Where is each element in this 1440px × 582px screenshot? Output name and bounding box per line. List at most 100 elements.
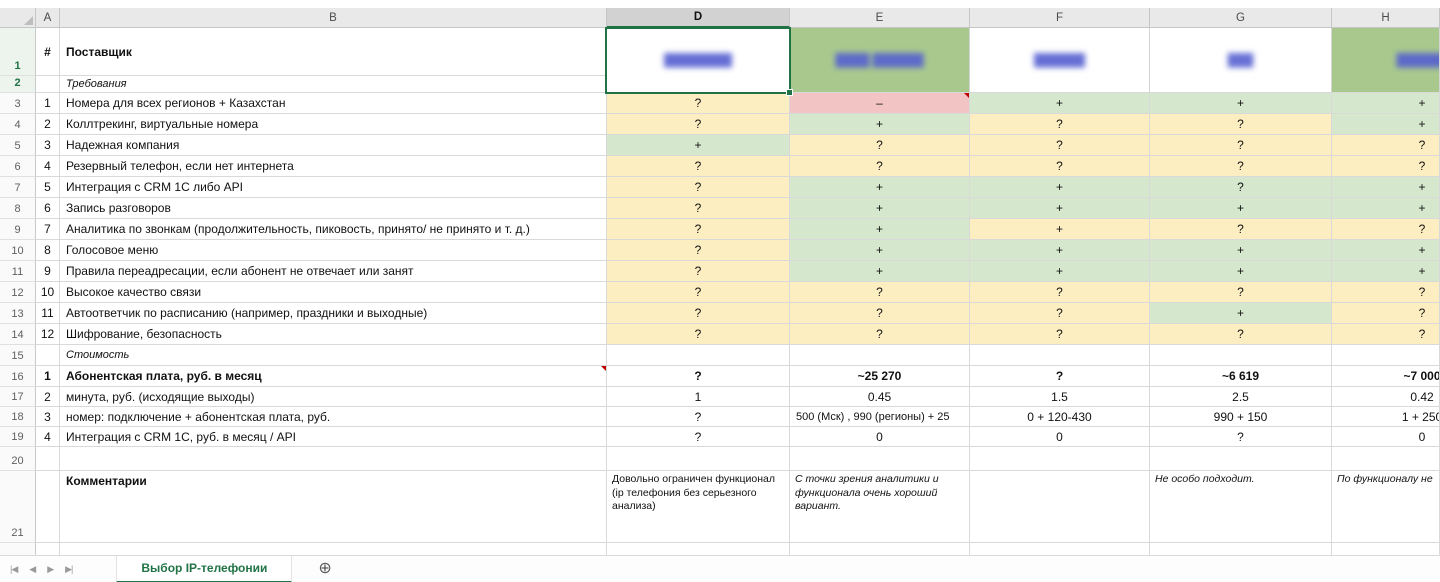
cell-G13[interactable]: + [1150, 303, 1332, 324]
cell-A1[interactable]: # [36, 28, 60, 76]
cell-B2[interactable]: Требования [60, 76, 607, 93]
cell-A5[interactable]: 3 [36, 135, 60, 156]
cell-F16[interactable]: ? [970, 366, 1150, 387]
last-sheet-icon[interactable]: ▶| [65, 563, 73, 574]
cell-B11[interactable]: Правила переадресации, если абонент не о… [60, 261, 607, 282]
provider-link[interactable]: ███ [1227, 53, 1254, 67]
cell-G6[interactable]: ? [1150, 156, 1332, 177]
column-header-D[interactable]: D [607, 8, 790, 28]
cell-E20[interactable] [790, 447, 970, 471]
cell-H21[interactable]: По функционалу не [1332, 471, 1440, 543]
cell-E12[interactable]: ? [790, 282, 970, 303]
cell-A14[interactable]: 12 [36, 324, 60, 345]
cell-H15[interactable] [1332, 345, 1440, 366]
cell-H19[interactable]: 0 [1332, 427, 1440, 447]
cell-B17[interactable]: минута, руб. (исходящие выходы) [60, 387, 607, 407]
row-header-20[interactable]: 20 [0, 447, 36, 471]
cell-D12[interactable]: ? [607, 282, 790, 303]
row-header-16[interactable]: 16 [0, 366, 36, 387]
provider-link[interactable]: ████████ [663, 53, 732, 67]
cell-E18[interactable]: 500 (Мск) , 990 (регионы) + 25 [790, 407, 970, 427]
row-header-6[interactable]: 6 [0, 156, 36, 177]
cell-B12[interactable]: Высокое качество связи [60, 282, 607, 303]
cell-D18[interactable]: ? [607, 407, 790, 427]
row-header-7[interactable]: 7 [0, 177, 36, 198]
cell-H6[interactable]: ? [1332, 156, 1440, 177]
cell-G14[interactable]: ? [1150, 324, 1332, 345]
cell-H14[interactable]: ? [1332, 324, 1440, 345]
cell-B1[interactable]: Поставщик [60, 28, 607, 76]
provider-link[interactable]: ████ ██████ [835, 53, 924, 67]
cell-D20[interactable] [607, 447, 790, 471]
cell-H3[interactable]: + [1332, 93, 1440, 114]
cell-E16[interactable]: ~25 270 [790, 366, 970, 387]
row-header-1[interactable]: 1 [0, 28, 36, 76]
cell-G5[interactable]: ? [1150, 135, 1332, 156]
cell-H16[interactable]: ~7 000 [1332, 366, 1440, 387]
cell-E8[interactable]: + [790, 198, 970, 219]
row-header-2[interactable]: 2 [0, 76, 36, 93]
cell-E15[interactable] [790, 345, 970, 366]
cell-A13[interactable]: 11 [36, 303, 60, 324]
cell-B6[interactable]: Резервный телефон, если нет интернета [60, 156, 607, 177]
cell-A6[interactable]: 4 [36, 156, 60, 177]
cell-F5[interactable]: ? [970, 135, 1150, 156]
row-header-5[interactable]: 5 [0, 135, 36, 156]
cell-A8[interactable]: 6 [36, 198, 60, 219]
row-header-18[interactable]: 18 [0, 407, 36, 427]
cell-F22[interactable] [970, 543, 1150, 555]
cell-F12[interactable]: ? [970, 282, 1150, 303]
add-sheet-icon[interactable]: ⊕ [318, 560, 332, 577]
cell-G4[interactable]: ? [1150, 114, 1332, 135]
cell-H11[interactable]: + [1332, 261, 1440, 282]
provider-link[interactable]: ██████ [1033, 53, 1085, 67]
row-header-21[interactable]: 21 [0, 471, 36, 543]
cell-B13[interactable]: Автоответчик по расписанию (например, пр… [60, 303, 607, 324]
provider-link[interactable]: ██████ [1396, 53, 1439, 67]
cell-B5[interactable]: Надежная компания [60, 135, 607, 156]
cell-E14[interactable]: ? [790, 324, 970, 345]
cell-H10[interactable]: + [1332, 240, 1440, 261]
cell-A4[interactable]: 2 [36, 114, 60, 135]
cell-E3[interactable]: – [790, 93, 970, 114]
row-header-8[interactable]: 8 [0, 198, 36, 219]
column-header-G[interactable]: G [1150, 8, 1332, 28]
cell-B10[interactable]: Голосовое меню [60, 240, 607, 261]
cell-G21[interactable]: Не особо подходит. [1150, 471, 1332, 543]
column-header-H[interactable]: H [1332, 8, 1440, 28]
cell-H13[interactable]: ? [1332, 303, 1440, 324]
cell-G7[interactable]: ? [1150, 177, 1332, 198]
cell-H4[interactable]: + [1332, 114, 1440, 135]
cell-F3[interactable]: + [970, 93, 1150, 114]
cell-E13[interactable]: ? [790, 303, 970, 324]
cell-D10[interactable]: ? [607, 240, 790, 261]
row-header-15[interactable]: 15 [0, 345, 36, 366]
cell-D4[interactable]: ? [607, 114, 790, 135]
cell-F18[interactable]: 0 + 120-430 [970, 407, 1150, 427]
row-header-22[interactable]: 22 [0, 543, 36, 555]
cell-H20[interactable] [1332, 447, 1440, 471]
cell-G17[interactable]: 2.5 [1150, 387, 1332, 407]
cell-F8[interactable]: + [970, 198, 1150, 219]
cell-F19[interactable]: 0 [970, 427, 1150, 447]
cell-F17[interactable]: 1.5 [970, 387, 1150, 407]
cell-F10[interactable]: + [970, 240, 1150, 261]
cell-H12[interactable]: ? [1332, 282, 1440, 303]
cell-D5[interactable]: + [607, 135, 790, 156]
cell-H17[interactable]: 0.42 [1332, 387, 1440, 407]
cell-D11[interactable]: ? [607, 261, 790, 282]
sheet-tab-active[interactable]: Выбор IP-телефонии [116, 555, 293, 582]
cell-D9[interactable]: ? [607, 219, 790, 240]
cell-H22[interactable] [1332, 543, 1440, 555]
cell-D17[interactable]: 1 [607, 387, 790, 407]
cell-G12[interactable]: ? [1150, 282, 1332, 303]
row-header-11[interactable]: 11 [0, 261, 36, 282]
cell-F11[interactable]: + [970, 261, 1150, 282]
cell-B21[interactable]: Комментарии [60, 471, 607, 543]
cell-A21[interactable] [36, 471, 60, 543]
row-header-3[interactable]: 3 [0, 93, 36, 114]
cell-B16[interactable]: Абонентская плата, руб. в месяц [60, 366, 607, 387]
cell-H7[interactable]: + [1332, 177, 1440, 198]
column-header-A[interactable]: A [36, 8, 60, 28]
cell-F15[interactable] [970, 345, 1150, 366]
